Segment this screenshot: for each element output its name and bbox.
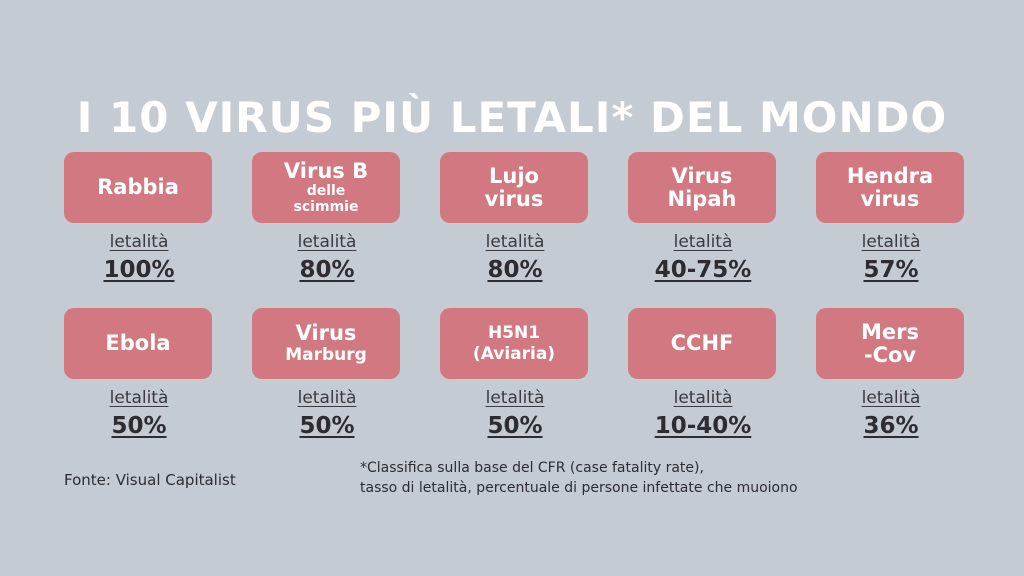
virus-name: scimmie (293, 199, 359, 215)
virus-name-box: Ebola (64, 308, 212, 379)
virus-name: delle (306, 183, 346, 199)
lethality-value: 80% (487, 257, 543, 283)
lethality-label: letalità (297, 388, 357, 408)
lethality-value: 50% (487, 413, 543, 439)
virus-name-box: Virus Marburg (252, 308, 400, 379)
virus-name: CCHF (670, 331, 734, 355)
lethality-value: 10-40% (654, 413, 752, 439)
source-credit: Fonte: Visual Capitalist (64, 471, 236, 489)
virus-name-box: Lujo virus (440, 152, 588, 223)
virus-name: Mers (861, 319, 919, 344)
lethality-label: letalità (109, 388, 169, 408)
virus-name: -Cov (863, 342, 917, 367)
virus-name-box: H5N1 (Aviaria) (440, 308, 588, 379)
lethality-label: letalità (861, 232, 921, 252)
virus-name: Nipah (667, 186, 737, 211)
lethality-value: 57% (863, 257, 919, 283)
virus-name: virus (484, 186, 544, 211)
page-title: I 10 VIRUS PIÙ LETALI* DEL MONDO (76, 93, 948, 142)
footnote: *Classifica sulla base del CFR (case fat… (360, 458, 798, 498)
virus-name: virus (860, 186, 920, 211)
lethality-label: letalità (485, 232, 545, 252)
footnote-line: *Classifica sulla base del CFR (case fat… (360, 460, 704, 476)
lethality-value: 100% (103, 257, 175, 283)
virus-name-box: Rabbia (64, 152, 212, 223)
virus-name: Virus (295, 320, 357, 345)
lethality-value: 36% (863, 413, 919, 439)
virus-name: Marburg (285, 344, 367, 365)
virus-name-box: Mers -Cov (816, 308, 964, 379)
lethality-label: letalità (673, 388, 733, 408)
virus-name: Virus (671, 163, 733, 188)
virus-name-box: Virus B delle scimmie (252, 152, 400, 223)
lethality-value: 40-75% (654, 257, 752, 283)
lethality-label: letalità (297, 232, 357, 252)
virus-name: Hendra (846, 163, 934, 188)
virus-name: Virus B (283, 159, 369, 183)
virus-name: H5N1 (487, 322, 541, 343)
virus-name: (Aviaria) (472, 343, 556, 364)
virus-name: Lujo (489, 163, 539, 188)
lethality-value: 50% (299, 413, 355, 439)
lethality-label: letalità (861, 388, 921, 408)
footnote-line: tasso di letalità, percentuale di person… (360, 480, 798, 496)
virus-name: Ebola (105, 331, 171, 355)
virus-name-box: CCHF (628, 308, 776, 379)
lethality-value: 80% (299, 257, 355, 283)
virus-name: Rabbia (97, 175, 179, 199)
lethality-label: letalità (109, 232, 169, 252)
lethality-value: 50% (111, 413, 167, 439)
virus-name-box: Virus Nipah (628, 152, 776, 223)
lethality-label: letalità (485, 388, 545, 408)
lethality-label: letalità (673, 232, 733, 252)
virus-name-box: Hendra virus (816, 152, 964, 223)
